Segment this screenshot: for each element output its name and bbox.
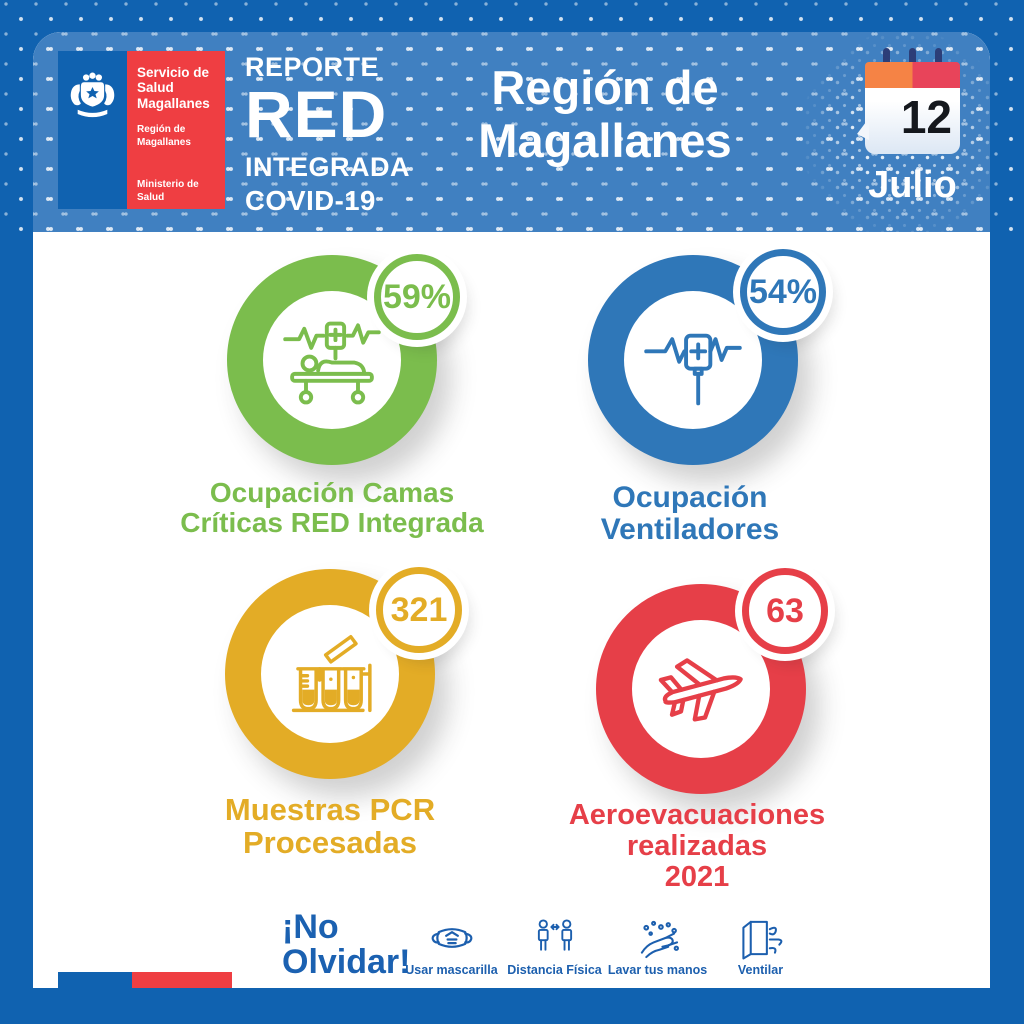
stat-value: 63 [766, 591, 804, 630]
wash-hands-icon [640, 920, 679, 959]
reminder-item-mascarilla: Usar mascarilla [405, 916, 498, 977]
airplane-icon [658, 658, 743, 722]
logo-org-line: Servicio de [137, 65, 210, 80]
reminder-label: Lavar tus manos [607, 963, 708, 977]
stat-label: Ocupación Camas Críticas RED Integrada [180, 477, 484, 538]
calendar-header-bar [865, 62, 960, 88]
report-title-block: REPORTE RED INTEGRADA COVID-19 [245, 52, 410, 217]
reminder-item-distancia: Distancia Física [507, 916, 602, 977]
stat-value-badge: 54% [740, 249, 826, 335]
reminder-label: Usar mascarilla [405, 963, 498, 977]
stat-value-badge: 59% [374, 254, 460, 340]
reminder-items: Usar mascarilla Distancia Física [405, 916, 807, 977]
report-line: REPORTE [245, 52, 380, 82]
stat-value: 54% [748, 272, 818, 311]
stat-value-badge: 63 [742, 568, 828, 654]
health-service-logo: Servicio de Salud Magallanes Región de M… [58, 51, 225, 209]
stat-label: Aeroevacuaciones realizadas 2021 [568, 799, 826, 894]
reminder-label: Ventilar [737, 963, 784, 977]
header-banner: Servicio de Salud Magallanes Región de M… [33, 32, 990, 240]
report-line: INTEGRADA [245, 151, 410, 182]
mask-icon [431, 928, 472, 948]
calendar-page-curl [857, 118, 869, 140]
accent-bar-red [132, 972, 232, 988]
logo-ministry-line: Ministerio de [137, 179, 199, 191]
chile-coat-of-arms-icon [70, 72, 115, 118]
page-title-line: Magallanes [478, 113, 732, 167]
accent-bar-blue [58, 972, 132, 988]
ventilator-icon [644, 333, 742, 406]
logo-text-panel: Servicio de Salud Magallanes Región de M… [127, 51, 225, 209]
logo-blue-panel [58, 51, 127, 209]
report-line: COVID-19 [245, 184, 376, 216]
calendar-day: 12 [900, 91, 952, 143]
reminder-title: ¡No Olvidar! [282, 908, 411, 981]
stat-value: 321 [390, 590, 448, 629]
stat-value: 59% [382, 277, 452, 316]
report-line: RED [245, 77, 388, 151]
ventilate-icon [741, 920, 782, 960]
reminder-item-lavar-manos: Lavar tus manos [607, 916, 708, 977]
content-card: Servicio de Salud Magallanes Región de M… [33, 32, 990, 988]
hospital-bed-icon [283, 321, 381, 405]
logo-ministry-line: Salud [137, 192, 165, 204]
logo-org-line: Salud [137, 80, 174, 96]
stat-label: Ocupación Ventiladores [600, 481, 780, 547]
page-title: Región de Magallanes [410, 61, 800, 167]
calendar-page: 12 [857, 88, 960, 154]
calendar-icon: 12 Julio [855, 48, 970, 210]
stat-label: Muestras PCR Procesadas [224, 792, 436, 861]
reminder-label: Distancia Física [507, 963, 602, 977]
calendar-month: Julio [868, 164, 957, 206]
test-tubes-icon [291, 635, 372, 713]
distance-icon [537, 919, 572, 951]
reminder-item-ventilar: Ventilar [714, 916, 807, 977]
logo-region-line: Región de [137, 124, 186, 136]
page-title-line: Región de [491, 61, 719, 114]
logo-org-line: Magallanes [137, 95, 210, 111]
logo-region-line: Magallanes [137, 137, 191, 149]
stat-value-badge: 321 [376, 567, 462, 653]
